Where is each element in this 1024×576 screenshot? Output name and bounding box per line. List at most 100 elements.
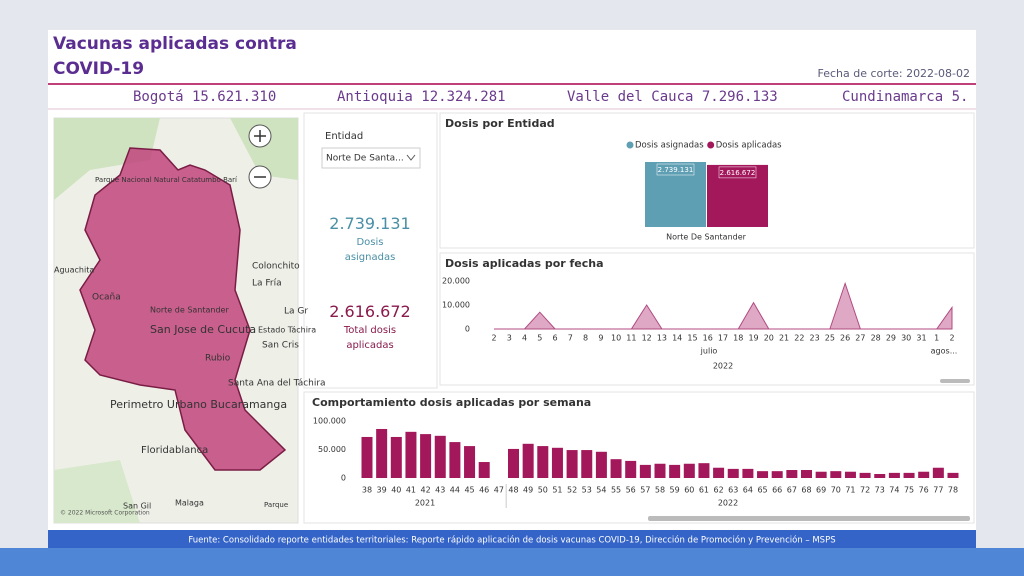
x-tick-label: 57 bbox=[640, 486, 650, 495]
map-park bbox=[230, 118, 298, 180]
x-tick-label: 31 bbox=[916, 334, 926, 343]
bar bbox=[654, 463, 666, 478]
x-tick-label: 59 bbox=[670, 486, 680, 495]
x-tick-label: 13 bbox=[657, 334, 667, 343]
map-label: Colonchito bbox=[252, 262, 300, 272]
x-tick-label: 55 bbox=[611, 486, 621, 495]
x-tick-label: 17 bbox=[718, 334, 728, 343]
x-tick-label: 28 bbox=[871, 334, 881, 343]
x-tick-label: 18 bbox=[733, 334, 743, 343]
x-tick-label: 73 bbox=[875, 486, 885, 495]
bar bbox=[947, 472, 959, 478]
dropdown-chevron bbox=[406, 154, 416, 161]
x-tick-label: 27 bbox=[855, 334, 865, 343]
x-tick-label: 63 bbox=[728, 486, 738, 495]
x-tick-label: 7 bbox=[568, 334, 573, 343]
bar bbox=[420, 434, 432, 478]
map-label: Estado Táchira bbox=[258, 326, 316, 335]
x-tick-label: 41 bbox=[406, 486, 416, 495]
kpi: 2.739.131 Dosis asignadas bbox=[315, 214, 425, 265]
x-tick-label: 49 bbox=[523, 486, 533, 495]
x-tick-label: 64 bbox=[743, 486, 753, 495]
kpi-label: Dosis asignadas bbox=[344, 237, 396, 263]
ticker-item: Bogotá 15.621.310 bbox=[133, 89, 276, 105]
bar bbox=[669, 464, 681, 478]
x-tick-label: 14 bbox=[672, 334, 682, 343]
slicer-value: Norte De Santa... bbox=[326, 154, 404, 164]
ticker-item: Valle del Cauca 7.296.133 bbox=[567, 89, 778, 105]
bar bbox=[537, 446, 549, 478]
map-label: San Jose de Cucuta bbox=[150, 323, 256, 336]
year-label: 2022 bbox=[718, 499, 738, 508]
x-tick-label: 29 bbox=[886, 334, 896, 343]
map-label: Parque bbox=[264, 501, 288, 509]
x-tick-label: 25 bbox=[825, 334, 835, 343]
bar bbox=[844, 471, 856, 478]
bar bbox=[859, 472, 871, 478]
bar bbox=[551, 447, 563, 478]
x-tick-label: 48 bbox=[508, 486, 518, 495]
y-tick-label: 50.000 bbox=[318, 445, 346, 454]
x-tick-label: 51 bbox=[552, 486, 562, 495]
year-label: 2022 bbox=[713, 362, 733, 371]
x-tick-label: 19 bbox=[748, 334, 758, 343]
bar bbox=[874, 474, 886, 478]
x-tick-label: 2 bbox=[491, 334, 496, 343]
x-tick-label: 1 bbox=[934, 334, 939, 343]
value-label: 2.616.672 bbox=[720, 169, 756, 177]
legend-label: Dosis asignadas bbox=[635, 141, 704, 151]
x-tick-label: 78 bbox=[948, 486, 958, 495]
x-tick-label: 15 bbox=[687, 334, 697, 343]
x-tick-label: 44 bbox=[450, 486, 460, 495]
x-tick-label: 45 bbox=[464, 486, 474, 495]
bar bbox=[742, 468, 754, 478]
chart-panel bbox=[439, 252, 975, 386]
bar bbox=[610, 459, 622, 478]
map-label: Norte de Santander bbox=[150, 306, 229, 315]
month-label: julio bbox=[700, 347, 718, 356]
x-tick-label: 56 bbox=[626, 486, 636, 495]
x-tick-label: 66 bbox=[772, 486, 782, 495]
map-label: San Cris bbox=[262, 341, 299, 351]
legend-label: Dosis aplicadas bbox=[716, 141, 782, 151]
x-tick-label: 42 bbox=[421, 486, 431, 495]
x-tick-label: 10 bbox=[611, 334, 621, 343]
map-label: Ocaña bbox=[92, 293, 121, 303]
bottom-band bbox=[0, 548, 1024, 576]
x-tick-label: 70 bbox=[831, 486, 841, 495]
bar bbox=[801, 470, 812, 478]
bar bbox=[405, 431, 417, 478]
kpi-value: 2.616.672 bbox=[329, 302, 411, 321]
x-tick-label: 38 bbox=[362, 486, 372, 495]
x-tick-label: 52 bbox=[567, 486, 577, 495]
value-label-bg bbox=[718, 166, 757, 179]
bar bbox=[815, 471, 827, 478]
dropdown[interactable] bbox=[321, 147, 421, 169]
bar bbox=[434, 435, 446, 478]
bar bbox=[683, 463, 695, 478]
value-label-bg bbox=[656, 163, 695, 176]
map-label: Aguachita bbox=[54, 266, 94, 275]
slicer-label: Entidad bbox=[325, 131, 363, 142]
x-tick-label: 23 bbox=[810, 334, 820, 343]
scrollbar[interactable] bbox=[940, 379, 970, 383]
x-tick-label: 76 bbox=[919, 486, 929, 495]
x-tick-label: 75 bbox=[904, 486, 914, 495]
y-tick-label: 0 bbox=[465, 325, 470, 334]
x-tick-label: 50 bbox=[538, 486, 548, 495]
x-tick-label: 30 bbox=[901, 334, 911, 343]
zoom-in-icon bbox=[254, 130, 266, 142]
map-label: San Gil bbox=[123, 502, 151, 511]
scrollbar[interactable] bbox=[648, 516, 970, 521]
map-label: Rubio bbox=[205, 354, 231, 364]
x-tick-label: 2 bbox=[949, 334, 954, 343]
y-tick-label: 100.000 bbox=[313, 417, 346, 426]
x-tick-label: 12 bbox=[642, 334, 652, 343]
area bbox=[494, 281, 953, 330]
footer-text: Fuente: Consolidado reporte entidades te… bbox=[188, 535, 835, 546]
bar bbox=[478, 462, 490, 478]
bar bbox=[639, 464, 651, 478]
x-tick-label: 22 bbox=[794, 334, 804, 343]
